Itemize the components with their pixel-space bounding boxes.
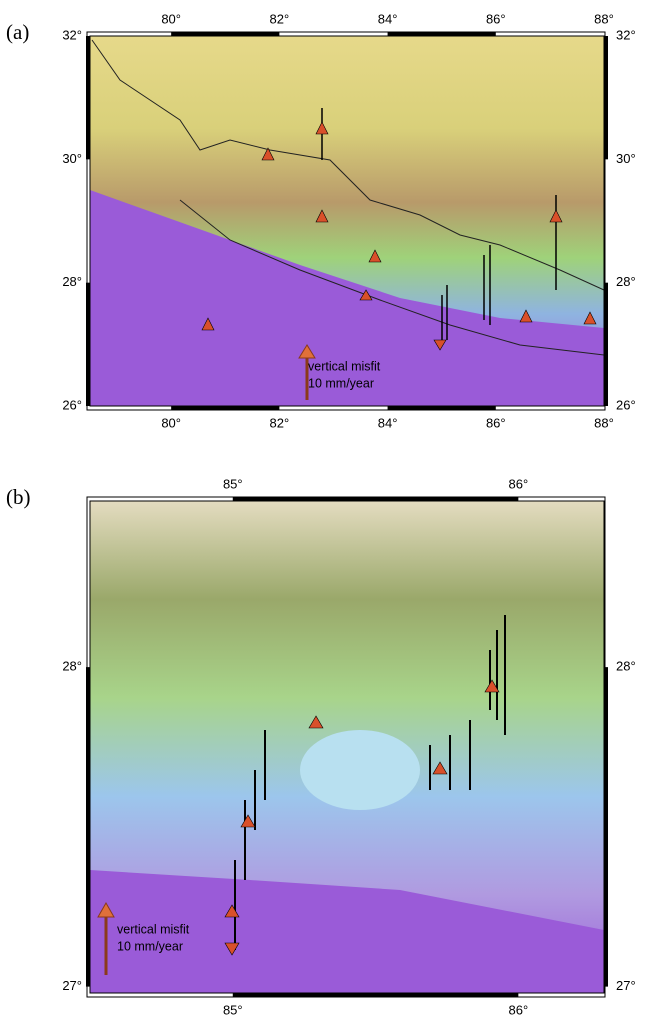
legend-text: 10 mm/year	[308, 376, 374, 390]
frame-segment	[86, 667, 90, 987]
map-b	[90, 501, 604, 993]
y-tick-label: 26°	[62, 397, 82, 412]
x-tick-label: 85°	[223, 476, 243, 491]
map-frame	[89, 35, 605, 407]
frame-segment	[86, 36, 90, 160]
frame-segment	[387, 32, 496, 36]
frame-segment	[604, 282, 608, 406]
y-tick-label: 28°	[616, 659, 636, 674]
y-tick-label: 28°	[616, 274, 636, 289]
y-tick-label: 27°	[62, 978, 82, 993]
x-tick-label: 80°	[161, 415, 181, 430]
x-tick-label: 86°	[486, 415, 506, 430]
axes: (a)80°80°82°82°84°84°86°86°88°88°26° 26°2…	[6, 11, 636, 1017]
frame-segment	[232, 497, 519, 501]
x-tick-label: 84°	[378, 11, 398, 26]
y-tick-label: 32°	[616, 27, 636, 42]
x-tick-label: 88°	[594, 415, 614, 430]
frame-segment	[604, 667, 608, 987]
x-tick-label: 82°	[270, 415, 290, 430]
x-tick-label: 85°	[223, 1002, 243, 1017]
map-a	[90, 36, 605, 406]
x-tick-label: 80°	[161, 11, 181, 26]
frame-segment	[171, 406, 280, 410]
legend-text: vertical misfit	[308, 359, 381, 373]
y-tick-label: 27°	[616, 978, 636, 993]
x-tick-label: 82°	[270, 11, 290, 26]
y-tick-label: 30°	[62, 151, 82, 166]
x-tick-label: 88°	[594, 11, 614, 26]
x-tick-label: 86°	[508, 1002, 528, 1017]
frame-segment	[604, 36, 608, 160]
y-tick-label: 30°	[616, 151, 636, 166]
panel-label: (a)	[6, 20, 29, 44]
frame-segment	[86, 282, 90, 406]
y-tick-label: 32°	[62, 27, 82, 42]
x-tick-label: 86°	[508, 476, 528, 491]
frame-segment	[387, 406, 496, 410]
x-tick-label: 86°	[486, 11, 506, 26]
legend-text: 10 mm/year	[117, 939, 183, 953]
panel-label: (b)	[6, 485, 31, 509]
y-tick-label: 26°	[616, 397, 636, 412]
y-tick-label: 28°	[62, 274, 82, 289]
y-tick-label: 28°	[62, 659, 82, 674]
legend-text: vertical misfit	[117, 922, 190, 936]
x-tick-label: 84°	[378, 415, 398, 430]
frame-segment	[232, 993, 519, 997]
frame-outer	[86, 31, 606, 411]
frame-segment	[171, 32, 280, 36]
